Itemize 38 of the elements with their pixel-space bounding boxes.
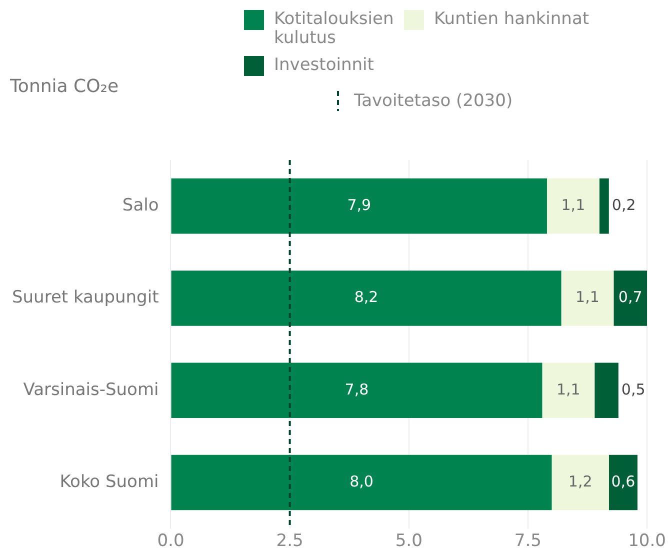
- data-label: 8,0: [350, 472, 374, 490]
- bar: [171, 178, 547, 234]
- y-axis-title: Tonnia CO₂e: [10, 76, 119, 97]
- data-label: 0,5: [621, 380, 646, 398]
- y-tick-label: Koko Suomi: [60, 472, 159, 492]
- data-label: 7,8: [344, 380, 369, 398]
- legend-label: Kotitalouksien kulutus: [274, 9, 394, 48]
- y-tick-label: Salo: [122, 195, 159, 216]
- bar: [561, 270, 614, 326]
- bar: [552, 454, 609, 510]
- bar: [594, 362, 618, 418]
- x-tick-label: 5.0: [395, 531, 422, 552]
- data-label: 0,2: [612, 196, 636, 214]
- data-label: 0,7: [618, 288, 642, 306]
- legend-label: Tavoitetaso (2030): [354, 90, 513, 110]
- x-tick-label: 10.0: [628, 531, 666, 552]
- data-label: 1,1: [561, 196, 586, 214]
- y-tick-label: Suuret kaupungit: [12, 288, 160, 308]
- bar: [599, 178, 609, 234]
- legend-label: Investoinnit: [274, 55, 374, 75]
- bar: [614, 270, 647, 326]
- data-label: 7,9: [347, 196, 372, 214]
- data-label: 1,1: [556, 380, 580, 398]
- y-tick-label: Varsinais-Suomi: [23, 380, 159, 400]
- data-label: 0,6: [611, 472, 636, 490]
- bar: [171, 454, 552, 510]
- data-label: 1,2: [568, 472, 592, 490]
- x-tick-label: 0.0: [157, 531, 184, 552]
- x-tick-label: 2.5: [276, 531, 304, 552]
- bar: [171, 270, 562, 326]
- bar: [546, 178, 600, 234]
- x-tick-label: 7.5: [514, 531, 542, 552]
- legend-label: Kuntien hankinnat: [434, 9, 590, 29]
- bar: [608, 454, 638, 510]
- bar: [171, 362, 542, 418]
- data-label: 1,1: [576, 288, 600, 306]
- data-label: 8,2: [354, 288, 378, 306]
- bar: [542, 362, 595, 418]
